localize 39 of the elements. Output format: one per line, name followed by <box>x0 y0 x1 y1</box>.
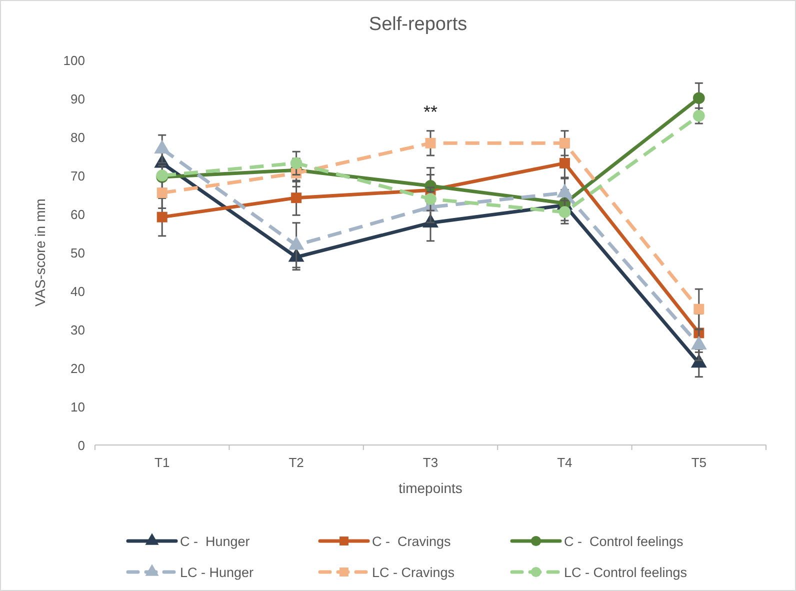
y-tick-label: 70 <box>70 168 85 184</box>
point <box>291 192 302 204</box>
legend-label: LC - Control feelings <box>564 565 688 580</box>
x-axis-title: timepoints <box>398 480 462 496</box>
y-tick-label: 20 <box>70 361 85 376</box>
legend-label: C - Cravings <box>372 534 452 549</box>
y-tick-label: 50 <box>70 246 85 260</box>
chart-title: Self-reports <box>368 14 468 35</box>
x-tick-label: T2 <box>288 455 304 470</box>
point <box>424 193 436 205</box>
x-tick-label: T1 <box>154 455 170 470</box>
y-tick-label: 80 <box>70 130 85 145</box>
legend-label: C - Control feelings <box>564 534 684 549</box>
y-tick-label: 0 <box>78 438 85 453</box>
x-tick-label: T4 <box>557 455 572 470</box>
y-tick-label: 40 <box>70 284 85 299</box>
x-tick-label: T3 <box>422 455 438 470</box>
point <box>559 138 570 148</box>
y-axis-title: VAS-score in mm <box>32 198 48 306</box>
point <box>425 138 436 148</box>
point <box>692 92 705 104</box>
annotation: ** <box>423 102 438 122</box>
y-tick-label: 10 <box>70 400 85 414</box>
legend-label: C - Hunger <box>180 534 250 549</box>
point <box>156 212 168 222</box>
point <box>156 188 168 198</box>
y-tick-label: 60 <box>70 207 85 222</box>
point <box>694 304 704 314</box>
point <box>692 110 705 122</box>
y-tick-label: 100 <box>63 53 85 68</box>
y-tick-label: 30 <box>70 322 85 338</box>
legend-label: LC - Hunger <box>180 565 254 580</box>
point <box>290 157 302 170</box>
y-tick-label: 90 <box>70 92 85 106</box>
point <box>558 206 571 218</box>
point <box>559 158 570 168</box>
legend-label: LC - Cravings <box>372 565 455 580</box>
point <box>690 336 707 350</box>
x-tick-label: T5 <box>691 455 706 470</box>
